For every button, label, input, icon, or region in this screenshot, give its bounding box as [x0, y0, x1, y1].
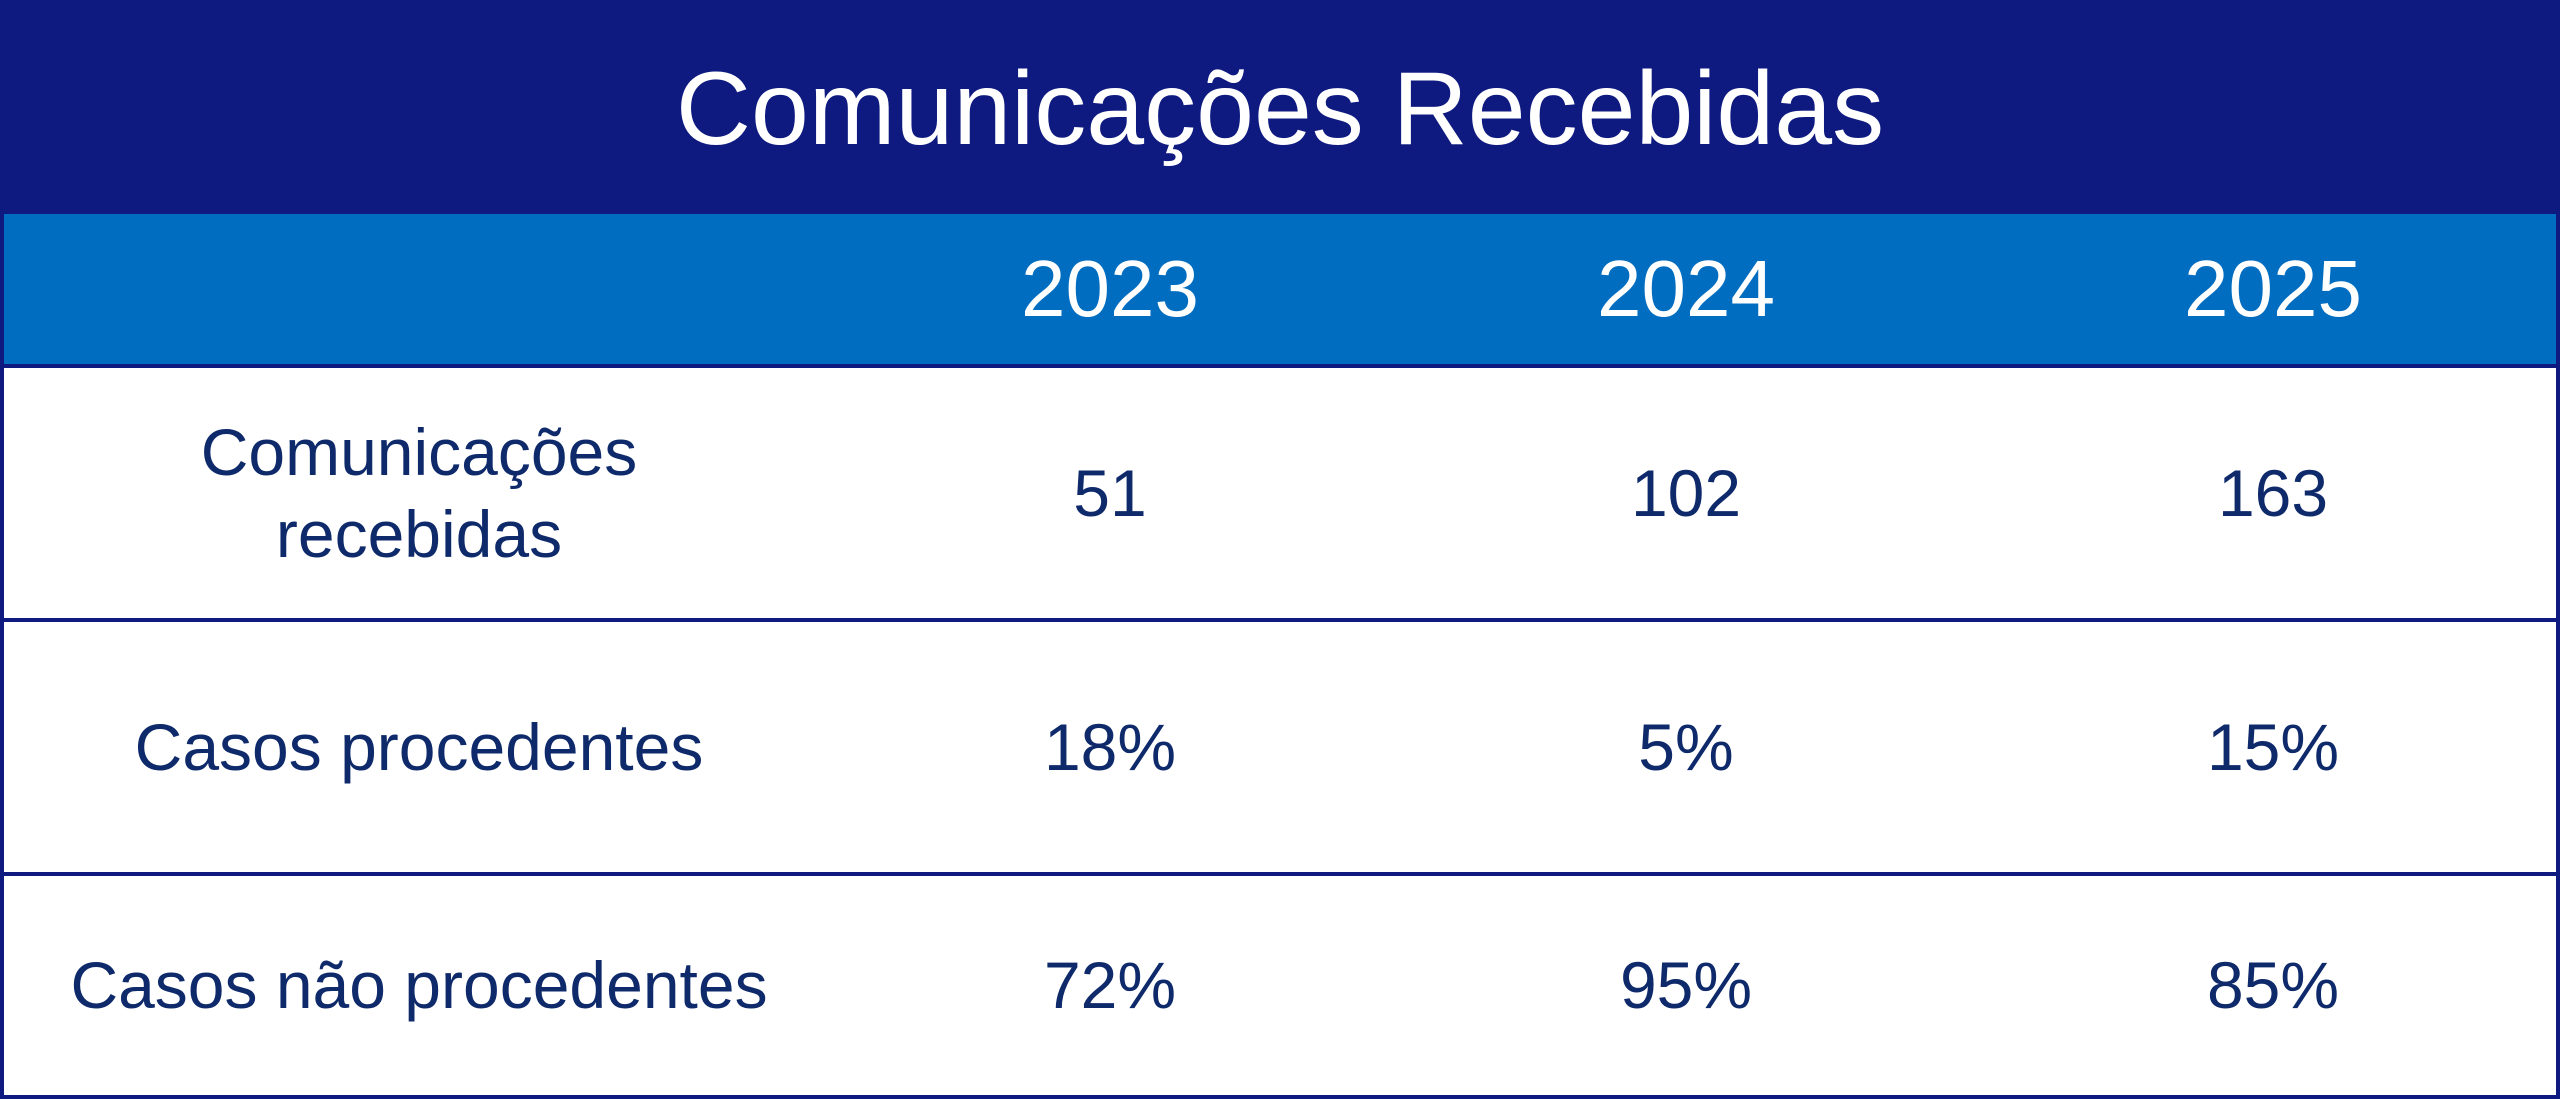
table-row: Casos procedentes 18% 5% 15% [0, 622, 2560, 876]
table-cell: 18% [1043, 709, 1177, 784]
table-header-row: 2023 2024 2025 [0, 214, 2560, 368]
row-label-line: Casos procedentes [134, 709, 704, 784]
row-label: Casos procedentes [4, 622, 834, 872]
table-cell: 95% [1619, 948, 1753, 1023]
table-title-bar: Comunicações Recebidas [0, 0, 2560, 214]
header-cell-empty [4, 214, 834, 364]
table-cell: 5% [1638, 709, 1734, 784]
table-cell: 85% [2206, 948, 2340, 1023]
table-row: Comunicações recebidas 51 102 163 [0, 368, 2560, 622]
table-row: Casos não procedentes 72% 95% 85% [0, 876, 2560, 1099]
table-cell: 72% [1043, 948, 1177, 1023]
table-cell: 15% [2206, 709, 2340, 784]
row-label: Casos não procedentes [4, 876, 834, 1095]
header-cell-year: 2024 [1597, 244, 1775, 333]
table-cell: 51 [1073, 455, 1147, 530]
table-title: Comunicações Recebidas [675, 51, 1885, 167]
header-cell-year: 2023 [1021, 244, 1199, 333]
row-label-line: recebidas [275, 497, 563, 571]
row-label: Comunicações recebidas [4, 368, 834, 618]
row-label-line: Comunicações [200, 414, 638, 489]
header-cell-year: 2025 [2184, 244, 2362, 333]
table-cell: 163 [2217, 455, 2329, 530]
table-cell: 102 [1630, 455, 1742, 530]
row-label-line: Casos não procedentes [70, 948, 768, 1023]
